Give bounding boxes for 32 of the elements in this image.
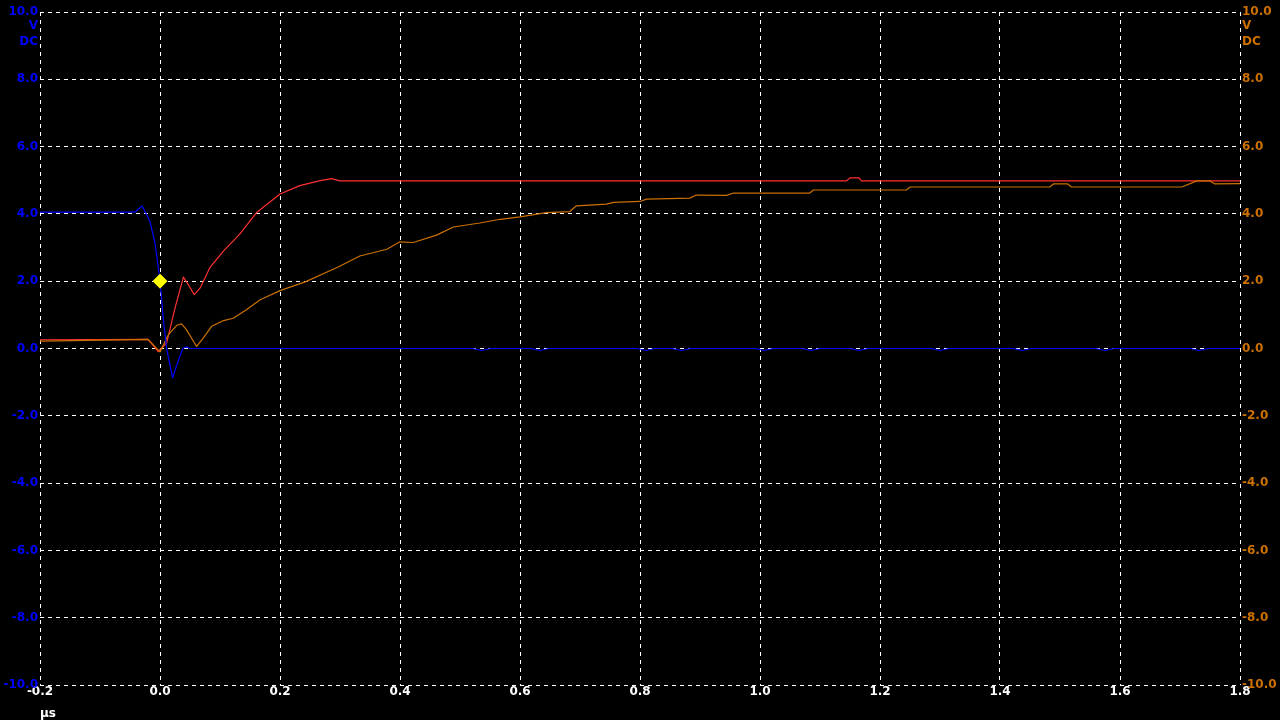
x-axis-title: µs <box>40 706 56 720</box>
x-tick-label: 1.2 <box>869 684 891 699</box>
x-tick-label: 0.6 <box>509 684 531 699</box>
y-tick-label: -4.0 <box>11 475 38 490</box>
y-tick-label: 0.0 <box>16 340 38 355</box>
y-tick-label: -2.0 <box>11 407 38 422</box>
x-tick-label: 1.6 <box>1109 684 1131 699</box>
x-tick-label: 0.8 <box>629 684 651 699</box>
y2-tick-label: 8.0 <box>1242 71 1264 86</box>
y-tick-label: -8.0 <box>11 609 38 624</box>
y2-tick-label: 4.0 <box>1242 206 1264 221</box>
y-tick-label: 10.0 <box>8 4 38 19</box>
y2-tick-label: -2.0 <box>1242 407 1269 422</box>
y-tick-label: 8.0 <box>16 71 38 86</box>
x-tick-label: 0.0 <box>149 684 171 699</box>
y-tick-label: 2.0 <box>16 273 38 288</box>
y2-tick-label: 0.0 <box>1242 340 1264 355</box>
y-tick-label: 4.0 <box>16 206 38 221</box>
y2-tick-label: 10.0 <box>1242 4 1272 19</box>
y2-tick-label: 2.0 <box>1242 273 1264 288</box>
x-tick-label: 1.4 <box>989 684 1011 699</box>
y2-tick-label: 6.0 <box>1242 138 1264 153</box>
y2-tick-label: -4.0 <box>1242 475 1269 490</box>
y-tick-label: 6.0 <box>16 138 38 153</box>
y-tick-label: -6.0 <box>11 542 38 557</box>
x-tick-label: 0.2 <box>269 684 291 699</box>
y2-axis-title: V DC <box>1242 18 1261 49</box>
x-tick-label: 0.4 <box>389 684 411 699</box>
y2-tick-label: -8.0 <box>1242 609 1269 624</box>
y-axis-title: V DC <box>19 18 39 49</box>
y2-tick-label: -6.0 <box>1242 542 1269 557</box>
x-tick-label: 1.0 <box>749 684 771 699</box>
